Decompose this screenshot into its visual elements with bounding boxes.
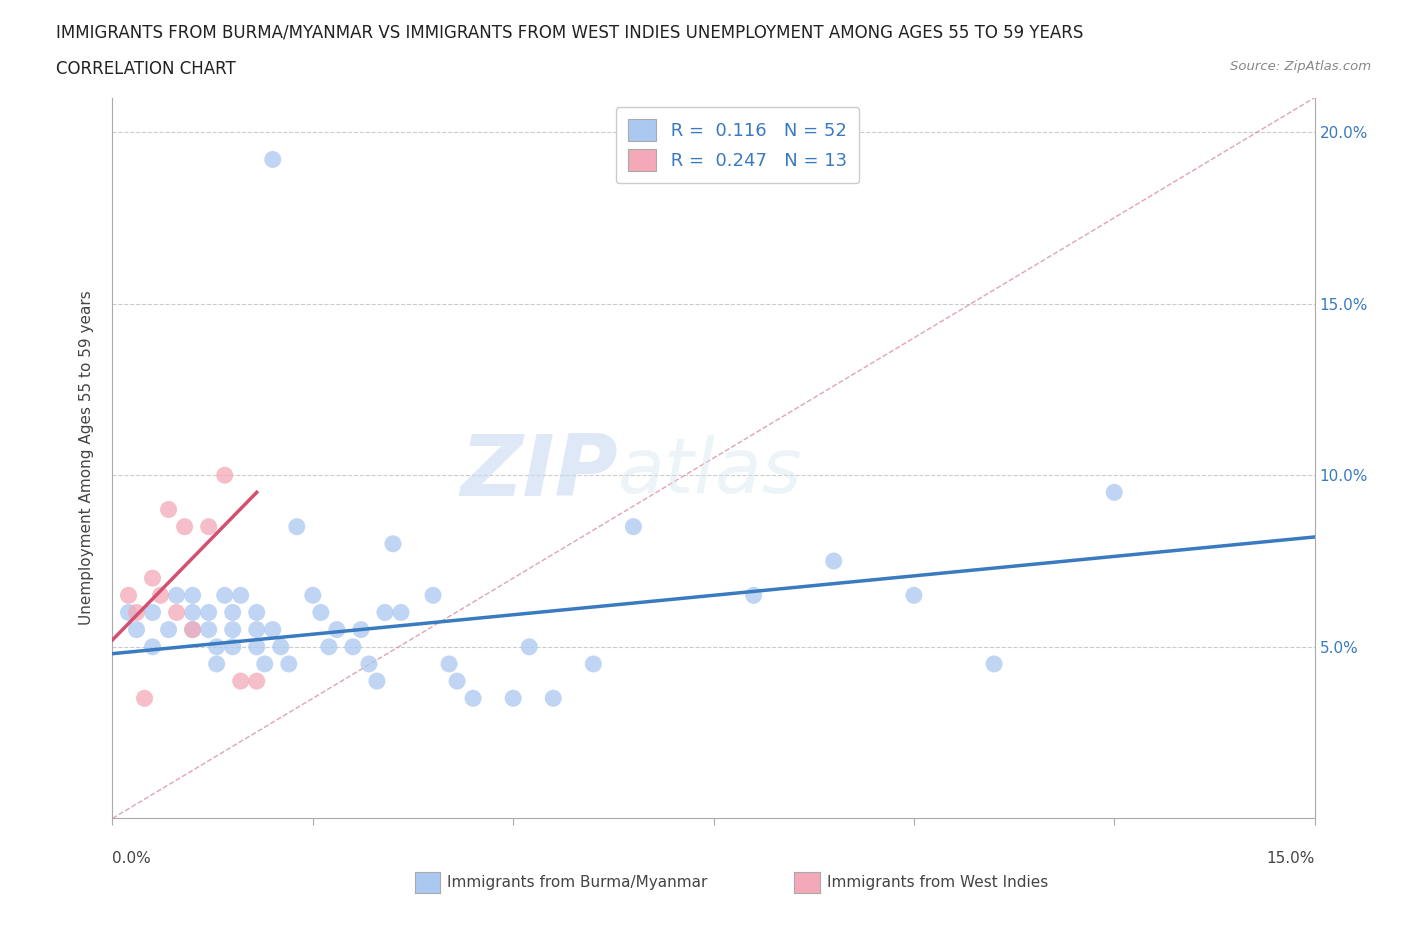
Text: atlas: atlas — [617, 435, 801, 510]
Point — [229, 673, 252, 688]
Text: Immigrants from Burma/Myanmar: Immigrants from Burma/Myanmar — [447, 875, 707, 890]
Point — [366, 673, 388, 688]
Point — [181, 605, 204, 620]
Point — [262, 152, 284, 166]
Point — [253, 657, 276, 671]
Point — [357, 657, 380, 671]
Text: ZIP: ZIP — [460, 431, 617, 514]
Point — [141, 639, 163, 654]
Point — [1102, 485, 1125, 499]
Point — [277, 657, 299, 671]
Point — [246, 605, 269, 620]
Point — [350, 622, 373, 637]
Point — [157, 622, 180, 637]
Point — [125, 605, 148, 620]
Point — [149, 588, 172, 603]
Point — [302, 588, 325, 603]
Point — [197, 622, 219, 637]
Point — [326, 622, 349, 637]
Point — [214, 468, 236, 483]
Point — [141, 571, 163, 586]
Point — [181, 588, 204, 603]
Point — [262, 622, 284, 637]
Text: 15.0%: 15.0% — [1267, 851, 1315, 866]
Legend:  R =  0.116   N = 52,  R =  0.247   N = 13: R = 0.116 N = 52, R = 0.247 N = 13 — [616, 107, 859, 183]
Point — [382, 537, 405, 551]
Point — [246, 673, 269, 688]
Point — [270, 639, 292, 654]
Point — [422, 588, 444, 603]
Point — [222, 639, 245, 654]
Point — [197, 519, 219, 534]
Point — [983, 657, 1005, 671]
Text: 0.0%: 0.0% — [112, 851, 152, 866]
Point — [461, 691, 484, 706]
Point — [246, 639, 269, 654]
Point — [125, 622, 148, 637]
Point — [374, 605, 396, 620]
Text: CORRELATION CHART: CORRELATION CHART — [56, 60, 236, 78]
Point — [222, 605, 245, 620]
Point — [309, 605, 332, 620]
Text: Immigrants from West Indies: Immigrants from West Indies — [827, 875, 1047, 890]
Point — [205, 657, 228, 671]
Point — [181, 622, 204, 637]
Point — [157, 502, 180, 517]
Point — [543, 691, 565, 706]
Point — [205, 639, 228, 654]
Point — [318, 639, 340, 654]
Point — [117, 588, 139, 603]
Point — [502, 691, 524, 706]
Point — [285, 519, 308, 534]
Point — [621, 519, 644, 534]
Point — [181, 622, 204, 637]
Point — [517, 639, 540, 654]
Point — [229, 588, 252, 603]
Point — [117, 605, 139, 620]
Point — [166, 605, 188, 620]
Point — [134, 691, 156, 706]
Point — [166, 588, 188, 603]
Point — [214, 588, 236, 603]
Point — [197, 605, 219, 620]
Text: Source: ZipAtlas.com: Source: ZipAtlas.com — [1230, 60, 1371, 73]
Point — [246, 622, 269, 637]
Point — [742, 588, 765, 603]
Point — [342, 639, 364, 654]
Point — [437, 657, 460, 671]
Point — [222, 622, 245, 637]
Point — [173, 519, 195, 534]
Point — [903, 588, 925, 603]
Point — [582, 657, 605, 671]
Point — [823, 553, 845, 568]
Point — [141, 605, 163, 620]
Point — [389, 605, 412, 620]
Y-axis label: Unemployment Among Ages 55 to 59 years: Unemployment Among Ages 55 to 59 years — [79, 291, 94, 625]
Text: IMMIGRANTS FROM BURMA/MYANMAR VS IMMIGRANTS FROM WEST INDIES UNEMPLOYMENT AMONG : IMMIGRANTS FROM BURMA/MYANMAR VS IMMIGRA… — [56, 23, 1084, 41]
Point — [446, 673, 468, 688]
